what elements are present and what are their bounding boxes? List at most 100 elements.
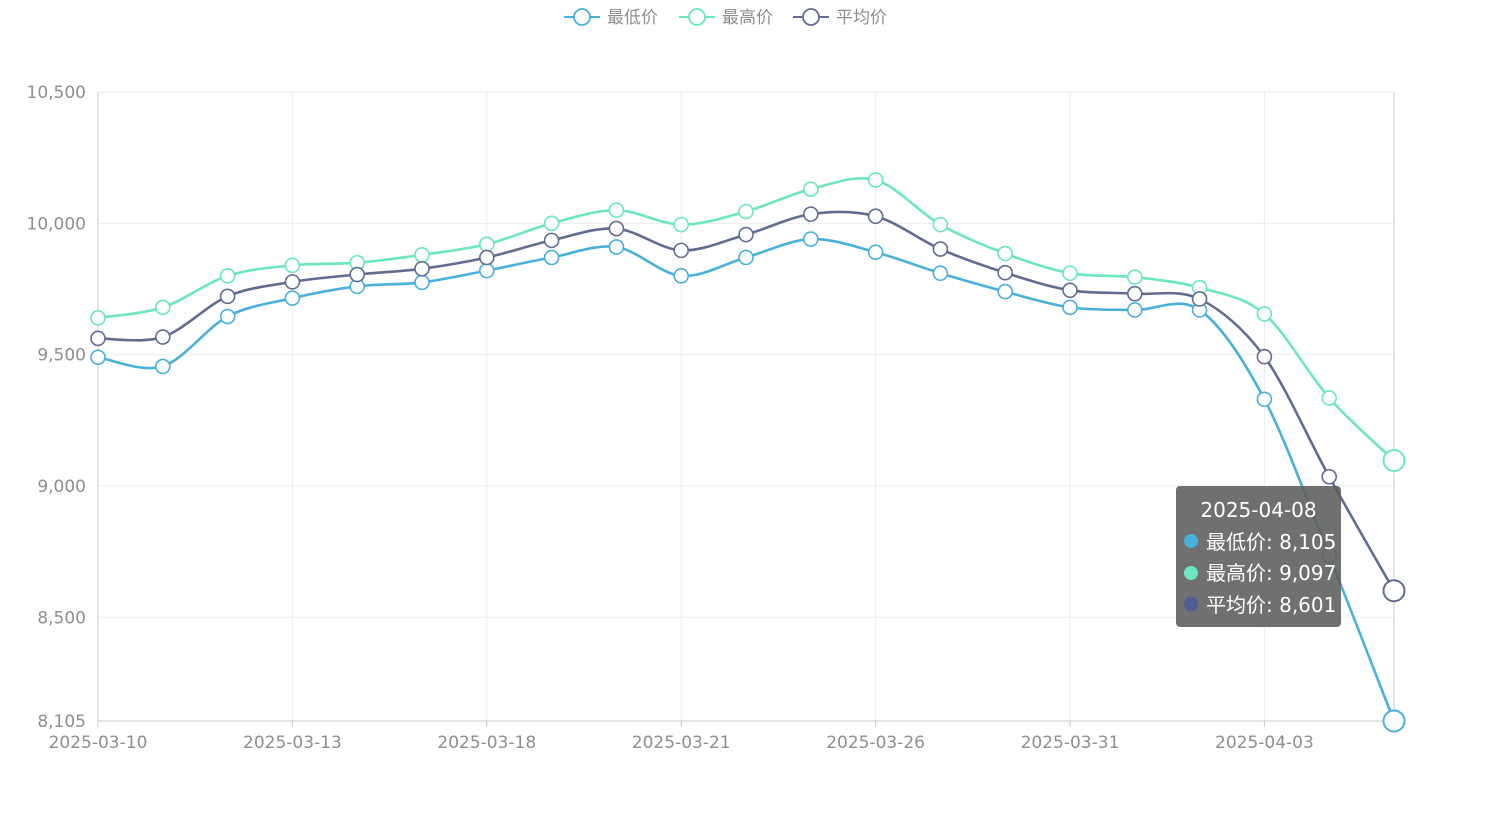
tooltip-row-max-text: 最高价: 9,097 — [1206, 561, 1337, 585]
tooltip-row-avg: 平均价: 8,601 — [1184, 590, 1341, 622]
point-min[interactable] — [673, 268, 690, 284]
point-avg[interactable] — [1127, 285, 1143, 302]
x-tick-label: 2025-03-13 — [243, 733, 342, 753]
point-max[interactable] — [90, 310, 106, 326]
point-max[interactable] — [867, 172, 884, 188]
x-tick-label: 2025-04-03 — [1215, 733, 1314, 753]
tooltip-row-max: 最高价: 9,097 — [1184, 558, 1341, 590]
point-min[interactable] — [219, 308, 236, 325]
tooltip-title: 2025-04-08 — [1200, 498, 1317, 522]
point-max[interactable] — [284, 257, 301, 274]
point-max[interactable] — [543, 215, 560, 232]
point-max[interactable] — [608, 202, 625, 218]
point-min[interactable] — [1127, 302, 1143, 318]
y-axis-tick-labels: 8,105 8,500 9,000 9,500 10,000 10,500 — [27, 83, 86, 732]
point-max[interactable] — [738, 203, 754, 220]
y-tick-label: 9,000 — [37, 477, 86, 497]
point-avg[interactable] — [1382, 579, 1406, 603]
point-min[interactable] — [1256, 391, 1273, 408]
legend-item-avg[interactable]: 平均价 — [793, 8, 887, 28]
point-avg[interactable] — [867, 208, 884, 225]
y-tick-label: 8,105 — [37, 712, 86, 732]
x-axis-tick-labels: 2025-03-10 2025-03-13 2025-03-18 2025-03-21… — [49, 733, 1314, 753]
legend-label: 最高价 — [722, 8, 773, 28]
point-min[interactable] — [90, 349, 106, 366]
point-min[interactable] — [932, 265, 949, 282]
tooltip-dot-max — [1184, 565, 1198, 580]
point-avg[interactable] — [802, 206, 819, 222]
tooltip-row-avg-text: 平均价: 8,601 — [1206, 592, 1337, 617]
grid-lines — [98, 91, 1394, 721]
legend-circle-icon — [688, 8, 706, 26]
y-tick-label: 8,500 — [37, 608, 86, 628]
legend-item-min[interactable]: 最低价 — [564, 8, 658, 28]
y-tick-label: 9,500 — [37, 346, 86, 366]
point-avg[interactable] — [1256, 348, 1273, 365]
legend-label: 最低价 — [607, 8, 658, 28]
point-max[interactable] — [673, 216, 690, 233]
point-avg[interactable] — [349, 266, 366, 283]
point-avg[interactable] — [1062, 282, 1078, 299]
point-min[interactable] — [155, 358, 171, 375]
point-min[interactable] — [1382, 709, 1406, 733]
x-tick-label: 2025-03-26 — [826, 733, 925, 753]
tooltip-row-min-text: 最低价: 8,105 — [1206, 529, 1337, 554]
point-avg[interactable] — [608, 220, 625, 237]
tooltip-row-min: 最低价: 8,105 — [1184, 527, 1341, 559]
point-min[interactable] — [543, 249, 560, 266]
point-max[interactable] — [155, 299, 171, 316]
point-max[interactable] — [1256, 306, 1273, 322]
point-avg[interactable] — [90, 330, 106, 347]
point-avg[interactable] — [673, 242, 690, 259]
x-tick-label: 2025-03-21 — [632, 733, 731, 753]
point-min[interactable] — [997, 283, 1014, 300]
y-tick-label: 10,500 — [27, 83, 86, 103]
point-max[interactable] — [802, 181, 819, 197]
legend[interactable]: 最低价 最高价 平均价 — [564, 8, 887, 28]
series-points — [90, 172, 1406, 733]
series-line-avg — [97, 210, 1396, 592]
legend-label: 平均价 — [836, 8, 887, 28]
point-avg[interactable] — [932, 241, 949, 257]
point-max[interactable] — [1062, 265, 1078, 282]
point-min[interactable] — [284, 290, 301, 306]
point-min[interactable] — [608, 239, 625, 255]
point-min[interactable] — [1062, 299, 1078, 316]
point-max[interactable] — [414, 247, 430, 263]
point-max[interactable] — [1382, 448, 1406, 472]
point-avg[interactable] — [543, 232, 560, 249]
point-min[interactable] — [478, 262, 495, 279]
point-min[interactable] — [738, 249, 754, 266]
y-tick-label: 10,000 — [27, 214, 86, 234]
x-tick-label: 2025-03-10 — [49, 733, 148, 753]
point-avg[interactable] — [1191, 291, 1208, 307]
point-avg[interactable] — [738, 226, 754, 243]
x-tick-label: 2025-03-31 — [1021, 733, 1120, 753]
series-line-min — [97, 237, 1396, 722]
legend-item-max[interactable]: 最高价 — [679, 8, 773, 28]
legend-circle-icon — [573, 8, 591, 26]
point-avg[interactable] — [1321, 468, 1337, 485]
point-avg[interactable] — [155, 329, 171, 345]
point-max[interactable] — [932, 216, 949, 233]
point-min[interactable] — [414, 274, 430, 291]
point-avg[interactable] — [478, 249, 495, 266]
point-avg[interactable] — [284, 274, 301, 290]
point-avg[interactable] — [414, 260, 430, 277]
tooltip-dot-avg — [1184, 597, 1198, 611]
point-max[interactable] — [1127, 269, 1143, 285]
tooltip-dot-min — [1184, 534, 1198, 548]
point-avg[interactable] — [219, 288, 236, 305]
point-avg[interactable] — [997, 264, 1014, 281]
legend-circle-icon — [802, 8, 820, 26]
point-min[interactable] — [867, 244, 884, 261]
point-max[interactable] — [1321, 390, 1337, 406]
point-max[interactable] — [219, 268, 236, 284]
tooltip: 2025-04-08 最低价: 8,105 最高价: 9,097 平均价: 8,… — [1176, 486, 1341, 627]
x-tick-label: 2025-03-18 — [437, 733, 536, 753]
axes — [97, 92, 1395, 727]
point-max[interactable] — [997, 245, 1014, 262]
point-max[interactable] — [478, 236, 495, 253]
point-min[interactable] — [802, 231, 819, 247]
